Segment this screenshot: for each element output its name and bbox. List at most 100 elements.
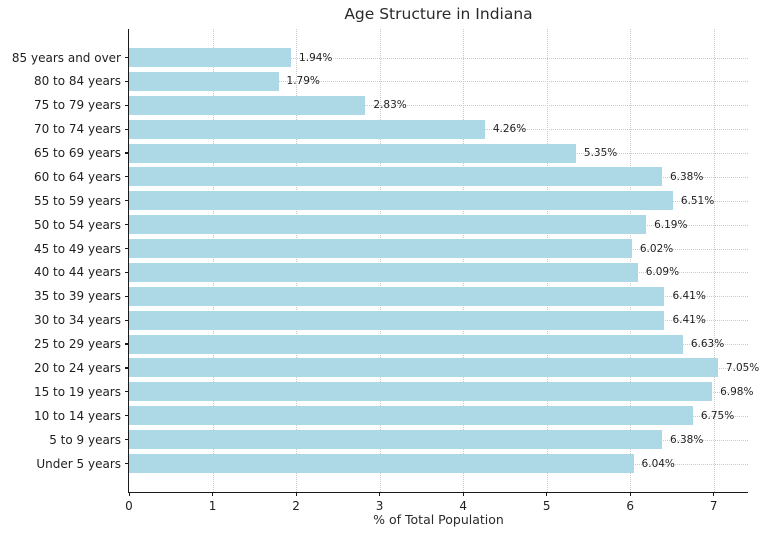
bar-15-to-19-years <box>129 382 713 402</box>
bar-value-label: 2.83% <box>373 99 407 112</box>
x-axis-tick-label: 6 <box>626 499 635 513</box>
bar-65-to-69-years <box>129 143 576 163</box>
y-tick <box>125 391 129 393</box>
bar-10-to-14-years <box>129 406 693 426</box>
x-axis-tick-label: 1 <box>208 499 217 513</box>
v-gridline <box>212 29 214 492</box>
bar-value-label: 1.79% <box>286 75 320 88</box>
x-tick <box>212 492 214 496</box>
v-gridline <box>546 29 548 492</box>
bar-value-label: 6.63% <box>690 338 725 351</box>
y-tick <box>125 128 129 130</box>
y-tick <box>125 295 129 297</box>
x-axis-label: % of Total Population <box>373 512 504 527</box>
h-gridline <box>129 81 748 83</box>
bar-value-label: 6.09% <box>645 266 680 279</box>
y-axis-tick-label: 40 to 44 years <box>33 265 121 280</box>
y-axis-tick-label: 55 to 59 years <box>33 193 121 208</box>
h-gridline <box>129 105 748 107</box>
bar-value-label: 6.41% <box>672 290 706 303</box>
x-axis-tick-label: 5 <box>542 499 551 513</box>
bar-value-label: 5.35% <box>583 147 618 160</box>
y-tick <box>125 343 129 345</box>
y-axis-tick-label: 25 to 29 years <box>33 337 121 352</box>
bar-50-to-54-years <box>129 215 647 235</box>
x-axis-tick-label: 4 <box>459 499 467 513</box>
y-axis-tick-label: 75 to 79 years <box>33 98 121 113</box>
bar-value-label: 1.94% <box>299 51 333 64</box>
x-tick <box>713 492 715 496</box>
y-axis-tick-label: 20 to 24 years <box>33 360 121 375</box>
y-axis-tick-label: 70 to 74 years <box>33 122 121 137</box>
y-tick <box>125 319 129 321</box>
y-axis-tick-label: 60 to 64 years <box>33 169 121 184</box>
x-tick <box>462 492 464 496</box>
y-tick <box>125 80 129 82</box>
y-tick <box>125 56 129 59</box>
x-tick <box>629 492 631 496</box>
v-gridline <box>296 29 298 492</box>
v-gridline <box>379 29 381 492</box>
y-tick <box>125 247 129 250</box>
y-tick <box>125 200 129 202</box>
x-axis-tick-label: 3 <box>375 499 384 513</box>
y-axis-tick-label: 85 years and over <box>11 50 121 65</box>
bar-value-label: 6.38% <box>669 433 704 446</box>
bar-value-label: 4.26% <box>492 123 527 136</box>
x-tick <box>295 492 297 496</box>
y-axis-line <box>128 29 130 493</box>
x-axis-tick-label: 7 <box>709 499 718 513</box>
bar-80-to-84-years <box>129 71 279 91</box>
v-gridline <box>713 29 715 492</box>
y-tick <box>125 152 129 154</box>
y-axis-tick-label: 45 to 49 years <box>33 241 121 256</box>
y-tick <box>125 176 129 178</box>
x-axis-tick-label: 0 <box>125 499 133 513</box>
y-axis-tick-label: 50 to 54 years <box>33 217 121 232</box>
v-gridline <box>463 29 465 492</box>
bar-value-label: 6.38% <box>669 170 704 183</box>
y-axis-tick-label: 35 to 39 years <box>33 289 121 304</box>
y-axis-tick-label: 5 to 9 years <box>49 432 121 447</box>
v-gridline <box>630 29 632 492</box>
bar-value-label: 6.04% <box>641 457 675 470</box>
y-tick <box>125 439 129 441</box>
bar-70-to-74-years <box>129 119 485 139</box>
bar-55-to-59-years <box>129 191 673 211</box>
y-tick <box>125 271 129 274</box>
bar-20-to-24-years <box>129 358 718 378</box>
bar-85-years-and-over <box>129 48 292 67</box>
x-tick <box>128 492 130 496</box>
y-tick <box>125 367 129 369</box>
y-axis-tick-label: 80 to 84 years <box>33 74 121 89</box>
y-tick <box>125 104 129 106</box>
bar-value-label: 6.41% <box>672 314 706 327</box>
bar-5-to-9-years <box>129 430 662 450</box>
bar-value-label: 6.98% <box>720 385 754 398</box>
chart-title: Age Structure in Indiana <box>344 5 533 23</box>
bar-35-to-39-years <box>129 286 665 306</box>
bar-60-to-64-years <box>129 167 662 187</box>
x-tick <box>379 492 381 496</box>
y-axis-tick-label: 30 to 34 years <box>33 313 121 328</box>
x-axis-line <box>128 492 748 494</box>
bar-75-to-79-years <box>129 95 366 115</box>
y-tick <box>125 462 129 465</box>
bar-value-label: 6.75% <box>700 409 735 422</box>
y-tick <box>125 224 129 226</box>
h-gridline <box>129 57 748 59</box>
bar-30-to-34-years <box>129 310 665 330</box>
y-tick <box>125 415 129 417</box>
y-axis-tick-label: 15 to 19 years <box>33 384 121 399</box>
bar-25-to-29-years <box>129 334 683 354</box>
y-axis-tick-label: 65 to 69 years <box>33 146 121 161</box>
bar-value-label: 6.51% <box>680 194 715 207</box>
bar-45-to-49-years <box>129 239 632 259</box>
y-axis-tick-label: 10 to 14 years <box>33 408 121 423</box>
bar-under-5-years <box>129 454 634 473</box>
bar-40-to-44-years <box>129 262 638 282</box>
bar-value-label: 6.02% <box>639 242 674 255</box>
x-axis-tick-label: 2 <box>292 499 300 513</box>
